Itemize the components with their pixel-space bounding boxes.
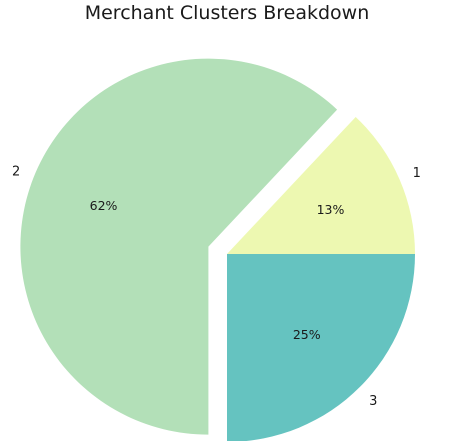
percent-label-1: 13% (317, 202, 345, 217)
pie-slice-1 (227, 116, 415, 255)
slice-label-3: 3 (369, 394, 377, 409)
chart-title: Merchant Clusters Breakdown (84, 2, 370, 24)
percent-label-2: 62% (90, 198, 118, 213)
pie-slice-2 (20, 58, 338, 435)
percent-label-3: 25% (293, 327, 321, 342)
pie-slice-3 (227, 254, 415, 441)
slice-label-2: 2 (12, 165, 20, 180)
slice-label-1: 1 (413, 166, 421, 181)
